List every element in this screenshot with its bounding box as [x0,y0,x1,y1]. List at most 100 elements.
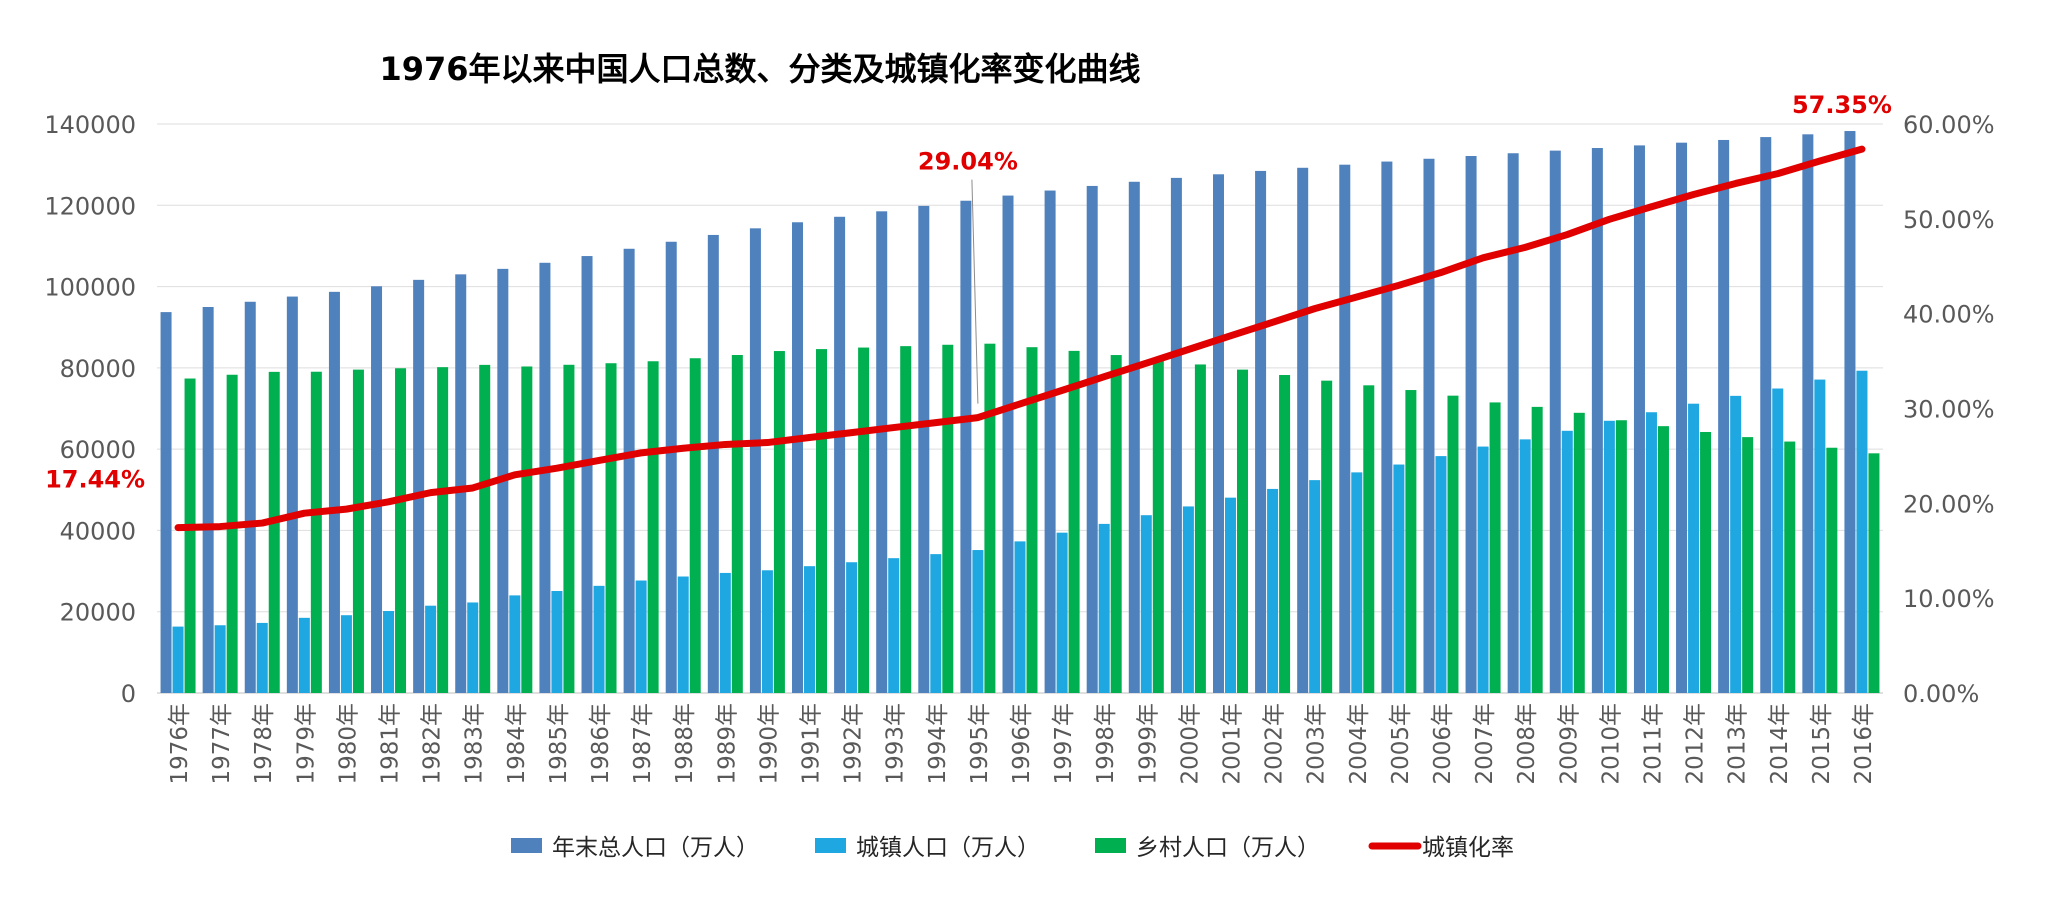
bar [1802,134,1814,693]
bar [160,312,172,693]
bar [1573,412,1585,693]
x-tick-label: 1997年 [1051,703,1077,785]
bar [1056,532,1068,693]
bar [1676,142,1688,694]
bar [563,364,575,693]
bar [623,248,635,694]
x-tick-label: 2013年 [1725,703,1751,785]
bar [1489,402,1501,693]
annotation-label: 17.44% [45,466,145,494]
y-left-tick-label: 0 [121,680,136,708]
bar [888,558,900,693]
bar [1868,453,1880,693]
bar [719,572,731,693]
x-tick-label: 1980年 [335,703,361,785]
bar [1170,177,1182,693]
bar [761,570,773,693]
x-tick-label: 1990年 [756,703,782,785]
x-tick-label: 1984年 [504,703,530,785]
bar [930,554,942,693]
bar [1405,390,1417,693]
bar [1531,406,1543,693]
y-right-tick-label: 10.00% [1903,585,1995,613]
bar [1068,350,1080,693]
bar [1435,456,1447,693]
bar [749,228,761,693]
bar [804,566,816,693]
bar [1561,430,1573,693]
bar [539,262,551,693]
x-tick-label: 1988年 [672,703,698,785]
bar [1784,441,1796,693]
x-tick-label: 1996年 [1009,703,1035,785]
bar [858,347,870,693]
x-tick-label: 2005年 [1388,703,1414,785]
bar [707,234,719,694]
bar [1339,164,1351,693]
bar [1098,523,1110,693]
bar [1507,153,1519,693]
bar [1615,420,1627,693]
bar [1718,139,1730,694]
legend-label: 乡村人口（万人） [1136,835,1320,861]
x-tick-label: 1977年 [209,703,235,785]
bar [383,611,395,693]
bar [942,344,954,693]
bar [202,306,214,693]
bar [352,369,364,693]
bar [1826,447,1838,693]
bar [1688,403,1700,693]
bar [455,274,467,693]
bar [226,374,238,693]
bar [605,363,617,693]
bar [437,367,449,693]
bar [1591,148,1603,693]
bar [834,216,846,694]
x-tick-label: 1991年 [799,703,825,785]
bar [310,371,322,693]
bar [900,346,912,693]
bar [792,222,804,693]
bar [340,615,352,693]
bar [984,343,996,693]
y-right-tick-label: 60.00% [1903,111,1995,139]
y-left-tick-label: 60000 [60,436,136,464]
annotation-label: 57.35% [1792,91,1892,119]
bar [1477,446,1489,693]
bar [1856,370,1868,693]
bar [1224,497,1236,693]
bar [960,200,972,693]
bar [1645,412,1657,693]
y-right-tick-label: 40.00% [1903,301,1995,329]
bar [1700,431,1712,693]
bar [1309,480,1321,693]
bar [1194,364,1206,693]
bar [1236,369,1248,693]
bar [1026,347,1038,693]
x-tick-label: 1994年 [925,703,951,785]
x-tick-label: 1976年 [167,703,193,785]
y-right-tick-label: 50.00% [1903,206,1995,234]
x-tick-label: 1979年 [293,703,319,785]
bar [1044,190,1056,693]
bar [1760,137,1772,694]
bar [244,301,256,693]
bar [1321,380,1333,693]
bar [1519,439,1531,693]
bar [425,605,437,693]
bar [1086,185,1098,693]
bar [1772,388,1784,693]
y-left-tick-label: 100000 [44,274,136,302]
annotation-label: 29.04% [918,148,1018,176]
bar [1212,174,1224,693]
bar [286,296,298,693]
bar [1844,131,1856,693]
x-tick-label: 1982年 [420,703,446,785]
bar [1423,158,1435,694]
x-tick-label: 1987年 [630,703,656,785]
bar [1549,150,1561,693]
bar [1447,395,1459,693]
x-tick-label: 1986年 [588,703,614,785]
bar [689,358,701,693]
